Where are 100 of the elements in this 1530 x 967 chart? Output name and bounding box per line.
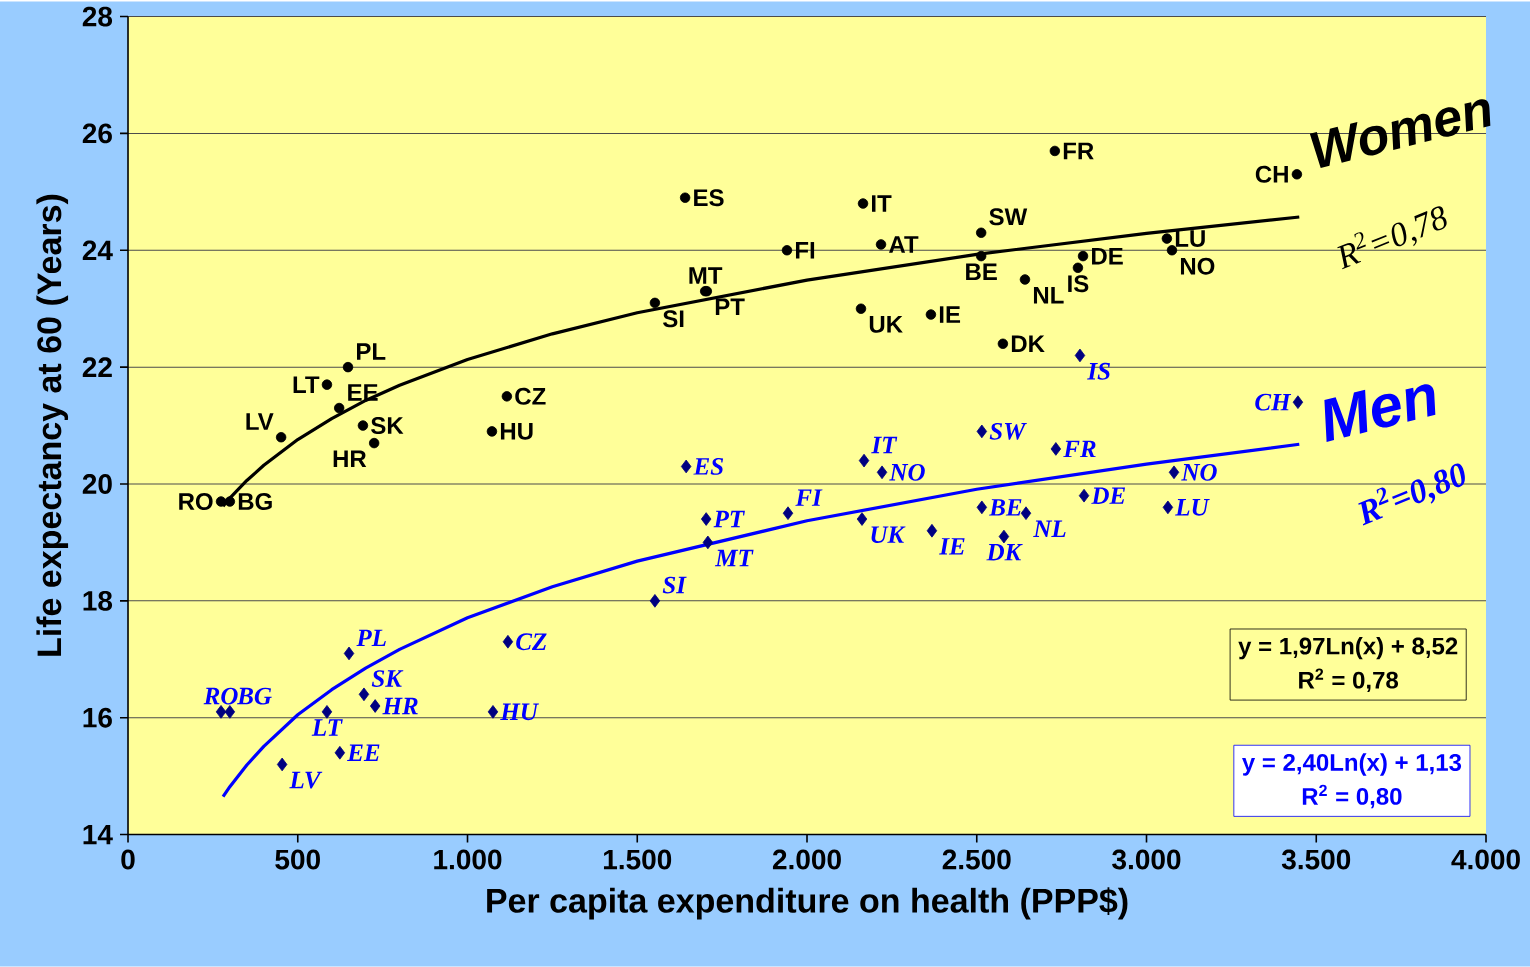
point: [1049, 145, 1061, 157]
annotation: HU: [500, 423, 533, 440]
point: [858, 454, 870, 468]
annotation: DK: [986, 544, 1023, 561]
point: [855, 303, 867, 315]
point: [276, 757, 288, 772]
annotation: R$^{2}$=0,78: [1337, 206, 1447, 270]
y-tick-label: 18: [83, 591, 113, 611]
annotation: PT: [713, 511, 745, 528]
annotation: BG: [237, 687, 272, 705]
point: [486, 426, 498, 437]
annotation: R$^{2}$=0,80: [1358, 463, 1465, 526]
annotation: NL: [1033, 520, 1066, 538]
annotation: UK: [869, 316, 903, 334]
annotation: LV: [246, 413, 274, 431]
annotation: NO: [1181, 464, 1217, 481]
annotation: RO: [179, 493, 213, 511]
y-tick-label: 22: [82, 357, 112, 378]
annotation: LV: [289, 772, 323, 789]
annotation: NO: [1180, 257, 1215, 275]
y-tick-label: 16: [83, 707, 112, 728]
annotation: EE: [347, 744, 380, 762]
point: [333, 403, 345, 414]
annotation: IE: [939, 306, 961, 324]
point: [1074, 348, 1086, 363]
point: [926, 524, 938, 538]
x-tick-label: 4.000: [1451, 849, 1520, 870]
annotation: IT: [871, 437, 898, 454]
annotation: CZ: [516, 633, 547, 651]
annotation: FR: [1063, 440, 1096, 458]
y-tick-label: 24: [82, 240, 113, 261]
annotation: PL: [356, 629, 386, 647]
annotation: MT: [689, 267, 723, 284]
point: [998, 530, 1010, 544]
point: [1077, 251, 1089, 262]
annotation: CH: [1255, 394, 1292, 411]
x-tick-label: 3.000: [1112, 849, 1181, 870]
annotation: LT: [293, 376, 320, 394]
x-tick-label: 500: [275, 849, 320, 870]
point: [368, 438, 380, 449]
point: [224, 705, 236, 719]
annotation: ES: [694, 189, 724, 207]
point: [502, 635, 514, 649]
x-tick-label: 0: [121, 849, 135, 870]
point: [700, 512, 712, 527]
point: [876, 465, 888, 480]
y-tick-label: 26: [82, 123, 112, 144]
annotation: BE: [989, 499, 1022, 516]
x-tick-label: 3.500: [1281, 849, 1351, 870]
x-tick-label: 2.500: [942, 849, 1011, 870]
annotation: HU: [500, 703, 539, 721]
annotation: ES: [693, 458, 724, 476]
annotation: HR: [333, 450, 367, 468]
point: [1050, 442, 1062, 456]
point: [321, 705, 333, 719]
point: [781, 245, 793, 256]
point: [1292, 395, 1304, 410]
annotation: FI: [795, 242, 815, 259]
annotation: MT: [714, 550, 754, 567]
point: [1072, 262, 1084, 274]
annotation: IS: [1068, 275, 1089, 293]
point: [976, 424, 988, 439]
annotation: DE: [1091, 487, 1126, 505]
point: [1078, 489, 1090, 503]
annotation: BG: [238, 493, 272, 511]
annotation: y = 1,97Ln(x) + 8,52: [1238, 637, 1458, 660]
point: [369, 699, 381, 714]
annotation: IT: [872, 195, 892, 213]
annotation: SI: [663, 310, 684, 328]
point: [1166, 245, 1178, 256]
point: [1168, 465, 1180, 480]
point: [342, 362, 354, 373]
point: [343, 646, 355, 661]
point: [1161, 233, 1173, 245]
annotation: PT: [715, 298, 745, 316]
annotation: UK: [871, 526, 906, 544]
point: [679, 192, 691, 204]
point: [856, 512, 868, 527]
point: [782, 506, 794, 521]
annotation: NL: [1033, 287, 1064, 304]
annotation: AT: [889, 236, 919, 253]
point: [1291, 169, 1303, 180]
point: [321, 379, 333, 391]
text: Women: [1309, 99, 1491, 169]
point: [487, 705, 499, 719]
annotation: RO: [203, 687, 238, 705]
annotation: IE: [939, 538, 965, 555]
point: [680, 459, 692, 474]
y-tick-label: 28: [82, 6, 113, 27]
x-axis-title: Per capita expenditure on health (PPP$): [487, 887, 1128, 920]
point: [357, 420, 369, 431]
annotation: CH: [1255, 166, 1288, 184]
annotation: SI: [662, 576, 687, 594]
annotation: PL: [357, 343, 386, 360]
annotation: CZ: [515, 388, 546, 406]
annotation: R$^{2}$ = 0,80: [1302, 784, 1402, 809]
annotation: DE: [1092, 248, 1123, 265]
y-tick-label: 20: [82, 474, 112, 495]
annotation: LU: [1175, 499, 1210, 516]
annotation: FR: [1063, 142, 1094, 160]
